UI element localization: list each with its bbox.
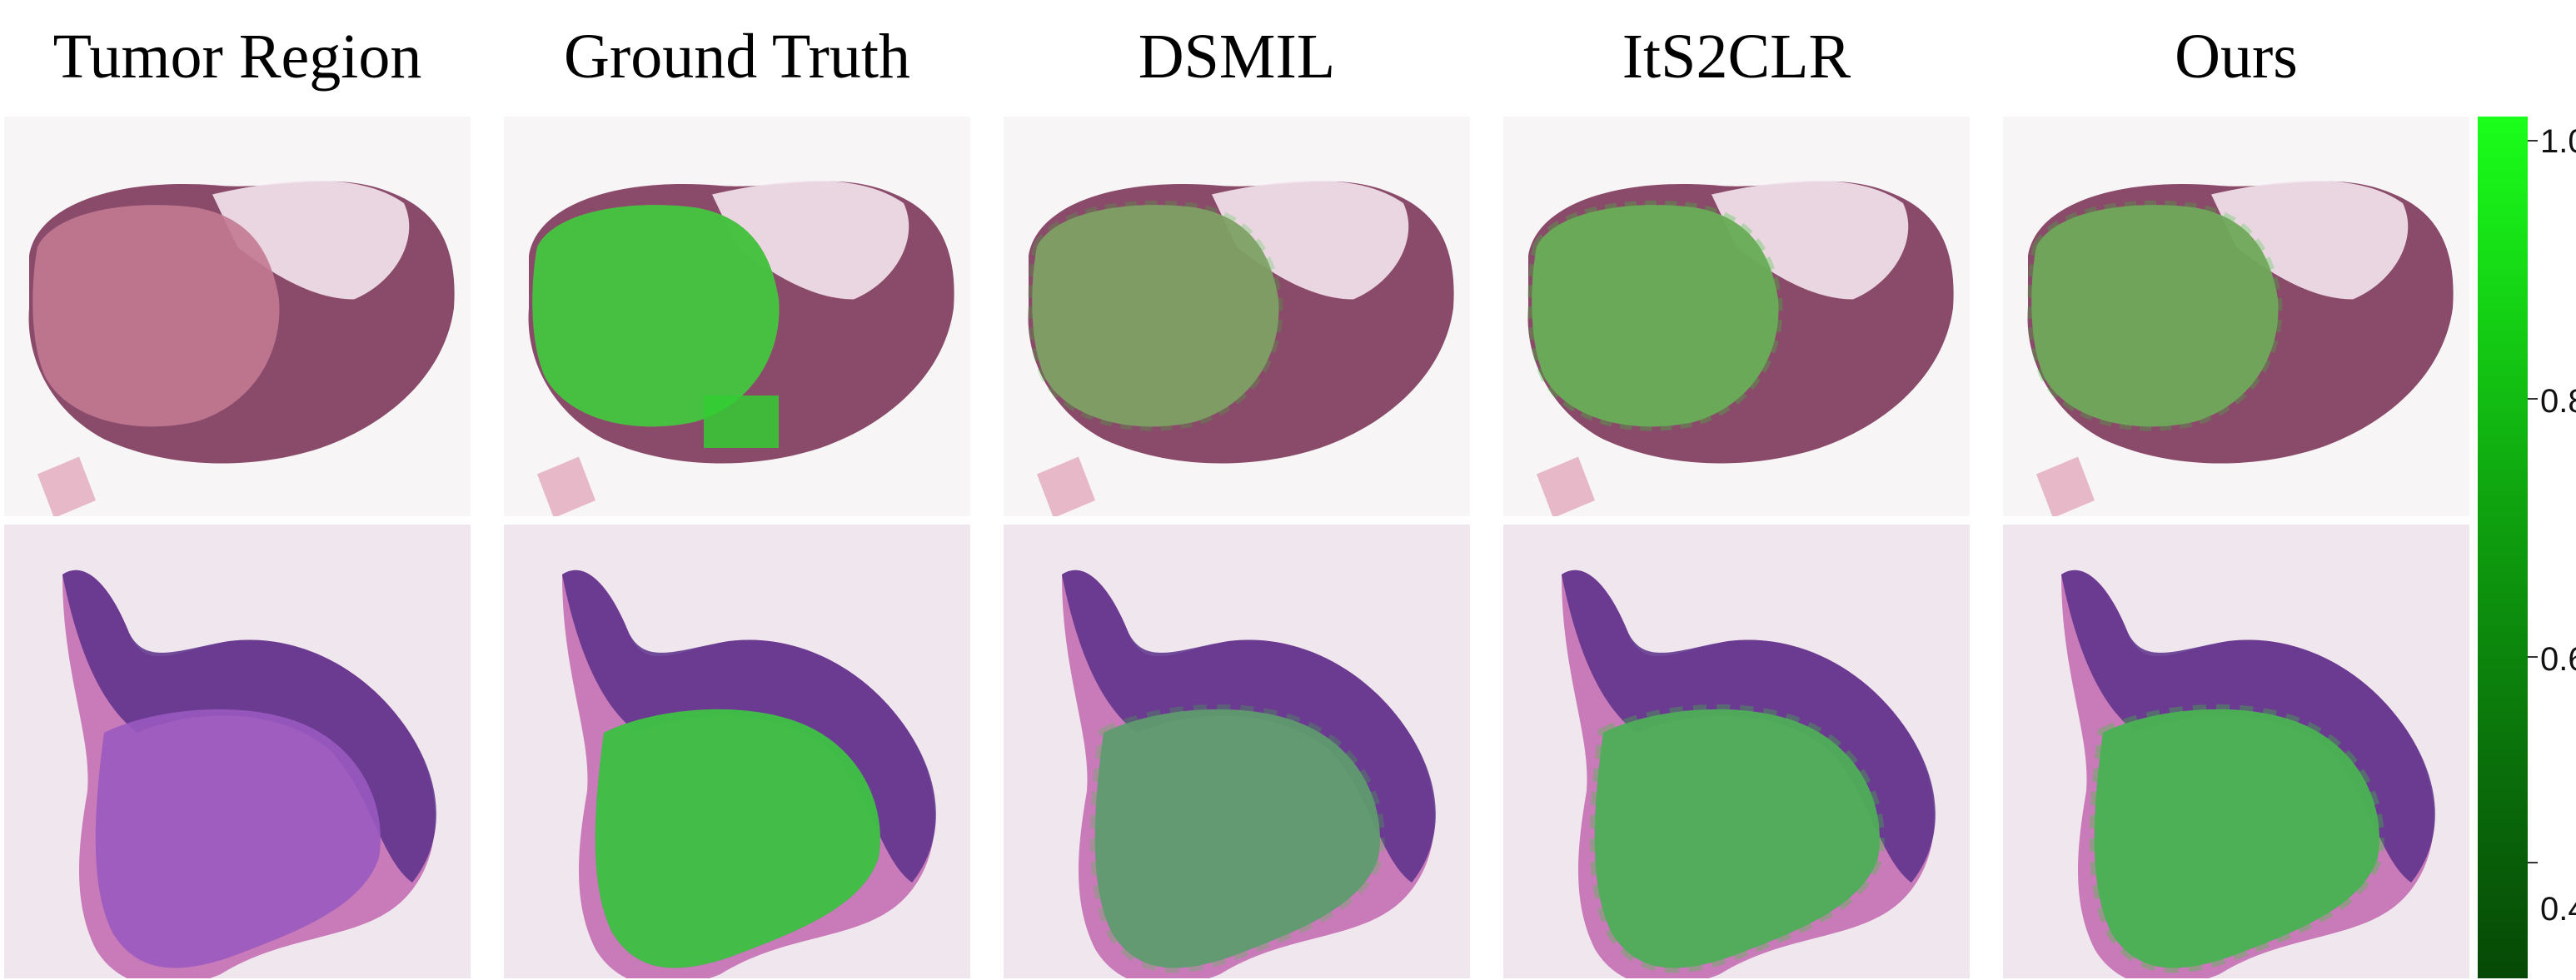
tissue-image-row2-ours bbox=[2003, 525, 2469, 978]
column-title-dsmil: DSMIL bbox=[1138, 22, 1336, 92]
panel-row2-its2clr bbox=[1503, 525, 1970, 978]
tissue-image-row1-its bbox=[1503, 117, 1970, 516]
panel-row1-ground-truth bbox=[504, 117, 970, 516]
panel-row1-its2clr bbox=[1503, 117, 1970, 516]
tissue-image-row1-tumor bbox=[4, 117, 471, 516]
panel-row1-ours bbox=[2003, 117, 2469, 516]
column-title-ground-truth: Ground Truth bbox=[564, 22, 910, 92]
tissue-image-row2-tumor bbox=[4, 525, 471, 978]
colorbar-label-3: 0.6 bbox=[2540, 641, 2576, 678]
colorbar-tick-2 bbox=[2528, 398, 2538, 400]
tissue-image-row1-dsmil bbox=[1004, 117, 1470, 516]
column-title-tumor-region: Tumor Region bbox=[52, 22, 422, 92]
colorbar-tick-4 bbox=[2528, 862, 2538, 863]
tissue-image-row1-gt bbox=[504, 117, 970, 516]
colorbar-gradient bbox=[2478, 117, 2528, 978]
panel-row2-ours bbox=[2003, 525, 2469, 978]
colorbar-label-1: 1.0 bbox=[2540, 123, 2576, 160]
panel-row2-dsmil bbox=[1004, 525, 1470, 978]
colorbar-tick-3 bbox=[2528, 656, 2538, 658]
panel-row2-tumor-region bbox=[4, 525, 471, 978]
panel-row2-ground-truth bbox=[504, 525, 970, 978]
panel-row1-tumor-region bbox=[4, 117, 471, 516]
tissue-image-row2-its bbox=[1503, 525, 1970, 978]
tissue-image-row2-gt bbox=[504, 525, 970, 978]
column-title-ours: Ours bbox=[2175, 22, 2298, 92]
colorbar-label-4: 0.4 bbox=[2540, 891, 2576, 928]
colorbar-tick-1 bbox=[2528, 140, 2538, 142]
panel-row1-dsmil bbox=[1004, 117, 1470, 516]
colorbar-label-2: 0.8 bbox=[2540, 383, 2576, 420]
tissue-image-row1-ours bbox=[2003, 117, 2469, 516]
tissue-image-row2-dsmil bbox=[1004, 525, 1470, 978]
column-title-its2clr: ItS2CLR bbox=[1622, 22, 1851, 92]
